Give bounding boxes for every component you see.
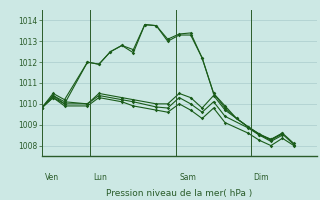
Text: Pression niveau de la mer( hPa ): Pression niveau de la mer( hPa ) [106,189,252,198]
Text: Sam: Sam [179,173,196,182]
Text: Lun: Lun [93,173,107,182]
Text: Dim: Dim [254,173,269,182]
Text: Ven: Ven [44,173,59,182]
